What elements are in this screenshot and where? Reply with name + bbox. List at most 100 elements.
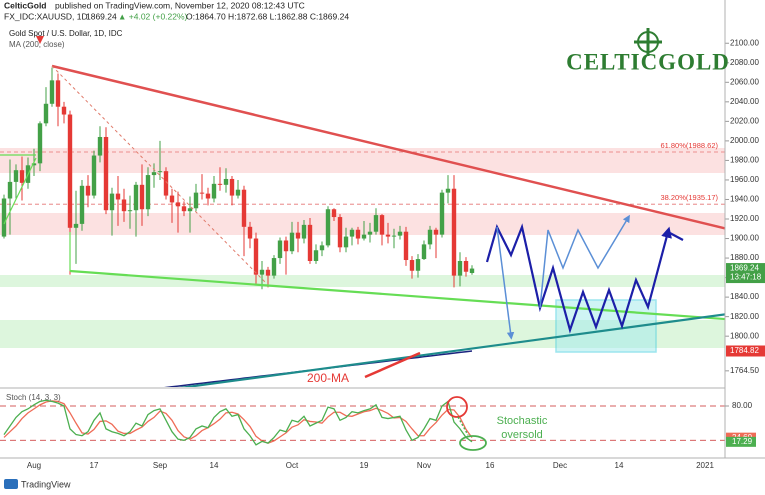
support-trendline — [3, 157, 37, 225]
candle-body — [427, 229, 433, 245]
stoch-annotation: oversold — [501, 429, 543, 441]
candle-body — [79, 185, 85, 224]
x-tick-label: 14 — [210, 461, 219, 470]
support-zone — [0, 275, 725, 287]
connector — [457, 416, 469, 436]
candle-body — [337, 217, 343, 248]
candle-body — [133, 184, 139, 211]
candle-body — [439, 192, 445, 235]
candle-body — [367, 231, 373, 235]
overbought-circle — [446, 396, 468, 418]
candle-body — [115, 193, 121, 200]
projection-path — [667, 231, 684, 241]
candle-body — [379, 215, 385, 235]
candle-body — [313, 250, 319, 261]
y-tick-label: 2040.00 — [730, 97, 759, 106]
candle-body — [61, 106, 67, 115]
candle-body — [181, 206, 187, 212]
candle-body — [103, 136, 109, 211]
candle-body — [97, 136, 103, 156]
candle-body — [49, 80, 55, 104]
brand: TradingView — [21, 479, 71, 489]
candle-body — [37, 123, 43, 164]
candle-body — [55, 80, 61, 107]
price-label-box — [726, 263, 765, 284]
ohlc: O:1864.70 H:1872.68 L:1862.88 C:1869.24 — [186, 11, 349, 21]
stoch-annotation: Stochastic — [497, 415, 548, 427]
last-price: 1869.24 — [86, 11, 117, 21]
candle-body — [67, 114, 73, 228]
candle-body — [91, 155, 97, 196]
x-tick-label: Sep — [153, 461, 168, 470]
y-tick-label: 1920.00 — [730, 214, 759, 223]
candle-body — [187, 208, 193, 212]
candle-body — [433, 229, 439, 235]
projection-path — [485, 223, 672, 334]
y-tick-label: 2060.00 — [730, 77, 759, 86]
candle-body — [205, 193, 211, 199]
y-tick-label: 1980.00 — [730, 156, 759, 165]
chart-title: Gold Spot / U.S. Dollar, 1D, IDC — [9, 29, 123, 38]
candle-body — [169, 195, 175, 203]
candle-body — [421, 244, 427, 260]
candle-body — [373, 215, 379, 232]
y-tick-label: 1840.00 — [730, 292, 759, 301]
candle-body — [271, 258, 277, 276]
candle-body — [13, 170, 19, 182]
x-tick-label: Aug — [27, 461, 41, 470]
value-label-box — [726, 436, 756, 447]
y-tick-label: 1900.00 — [730, 234, 759, 243]
price-label: 1869.24 — [730, 264, 759, 273]
countdown: 13:47:18 — [730, 273, 762, 282]
y-tick-label: 2080.00 — [730, 58, 759, 67]
y-tick-label: 1880.00 — [730, 253, 759, 262]
x-tick-label: Oct — [286, 461, 299, 470]
candle-body — [247, 226, 253, 239]
candle-body — [349, 229, 355, 237]
candle-body — [451, 188, 457, 276]
resistance-trendline — [51, 64, 725, 230]
candle-body — [403, 231, 409, 261]
candle-body — [385, 234, 391, 237]
ma-arrow — [364, 351, 421, 379]
candle-body — [85, 185, 91, 196]
candle-body — [241, 189, 247, 227]
y-tick-label: 1800.00 — [730, 331, 759, 340]
candle-body — [325, 209, 331, 246]
dashed-trendline — [51, 65, 267, 284]
candle-body — [265, 269, 271, 276]
y-tick-label: 2100.00 — [730, 38, 759, 47]
candle-body — [463, 260, 469, 272]
candle-body — [193, 192, 199, 209]
y-tick-label: 1940.00 — [730, 195, 759, 204]
candle-body — [319, 245, 325, 251]
candle-body — [259, 269, 265, 275]
y-tick-label: 2020.00 — [730, 116, 759, 125]
axes: 2100.00 2080.00 2060.00 2040.00 2020.00 2000.… — [27, 38, 765, 470]
value-label: 17.29 — [732, 437, 753, 446]
candle-body — [391, 235, 397, 237]
symbol: FX_IDC:XAUUSD, 1D — [4, 11, 88, 21]
candle-body — [277, 240, 283, 259]
candle-body — [295, 232, 301, 239]
support-trendline — [69, 269, 725, 321]
candle-body — [163, 171, 169, 196]
candle-body — [307, 224, 313, 261]
candle-body — [7, 181, 13, 199]
candle-body — [289, 232, 295, 252]
fib-label: 38.20%(1935.17) — [660, 193, 718, 202]
stoch-title: Stoch (14, 3, 3) — [6, 393, 61, 402]
candle-body — [253, 238, 259, 275]
x-tick-label: 16 — [486, 461, 495, 470]
candle-body — [145, 175, 151, 210]
candle-body — [43, 103, 49, 124]
candle-body — [127, 210, 133, 212]
x-tick-label: 17 — [90, 461, 99, 470]
resistance-zone — [0, 213, 725, 235]
candle-body — [157, 171, 163, 173]
candle-body — [331, 209, 337, 218]
candle-body — [109, 193, 115, 211]
candle-body — [217, 183, 223, 185]
